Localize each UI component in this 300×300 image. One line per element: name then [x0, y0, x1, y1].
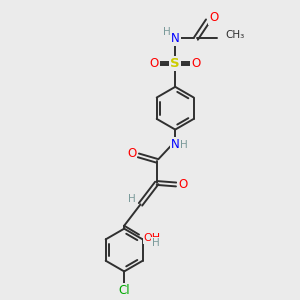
Text: O: O [127, 146, 136, 160]
Text: OH: OH [143, 233, 161, 244]
Text: O: O [191, 57, 201, 70]
Text: O: O [150, 57, 159, 70]
Text: CH₃: CH₃ [225, 30, 244, 40]
Text: H: H [152, 238, 160, 248]
Text: N: N [171, 32, 180, 45]
Text: O: O [209, 11, 218, 24]
Text: N: N [171, 138, 180, 151]
Text: H: H [180, 140, 188, 150]
Text: O: O [178, 178, 187, 191]
Text: H: H [163, 27, 171, 37]
Text: H: H [128, 194, 136, 204]
Text: Cl: Cl [118, 284, 130, 297]
Text: S: S [170, 57, 180, 70]
